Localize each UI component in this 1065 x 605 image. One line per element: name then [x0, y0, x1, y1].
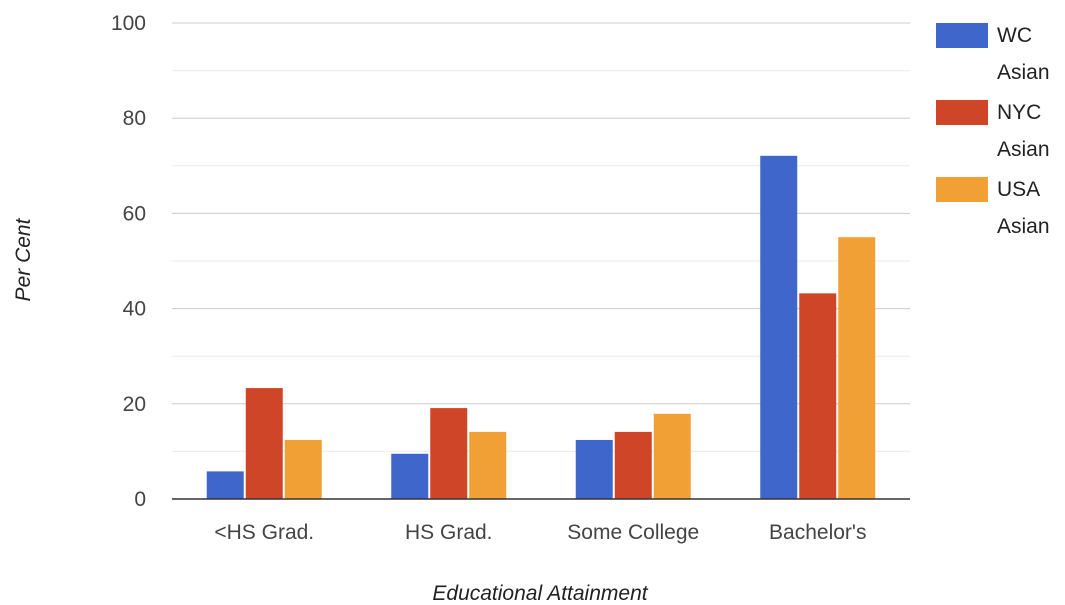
legend-label: USA Asian: [997, 178, 1050, 238]
x-tick-label: HS Grad.: [405, 521, 493, 544]
x-tick-label: Bachelor's: [769, 521, 866, 544]
y-tick-label: 20: [123, 393, 146, 416]
y-tick-label: 80: [123, 107, 146, 130]
bar: [614, 431, 652, 499]
bar: [760, 155, 798, 499]
bar: [653, 413, 691, 499]
bar: [245, 388, 283, 499]
y-axis-title: Per Cent: [12, 217, 35, 301]
y-tick-label: 60: [123, 202, 146, 225]
bar: [838, 237, 876, 499]
x-axis-title: Educational Attainment: [432, 582, 648, 605]
bar: [206, 471, 244, 499]
y-tick-label: 40: [123, 298, 146, 321]
legend: WC Asian NYC Asian USA Asian: [936, 23, 1050, 238]
bar: [469, 431, 507, 499]
bar: [284, 439, 322, 499]
x-tick-label: Some College: [567, 521, 699, 544]
bar: [391, 453, 429, 499]
bar: [575, 439, 613, 499]
y-tick-label: 0: [134, 488, 146, 511]
y-tick-label: 100: [111, 12, 146, 35]
bars: [206, 155, 876, 499]
legend-swatch: [936, 100, 988, 125]
y-axis-tick-labels: 0 20 40 60 80 100: [111, 12, 146, 511]
x-axis-tick-labels: <HS Grad. HS Grad. Some College Bachelor's: [214, 521, 866, 544]
bar: [430, 408, 468, 499]
legend-swatch: [936, 23, 988, 48]
legend-label: WC Asian: [997, 24, 1050, 84]
legend-swatch: [936, 177, 988, 202]
gridlines: [172, 22, 910, 452]
bar: [799, 293, 837, 499]
legend-label: NYC Asian: [997, 101, 1050, 161]
x-tick-label: <HS Grad.: [214, 521, 314, 544]
